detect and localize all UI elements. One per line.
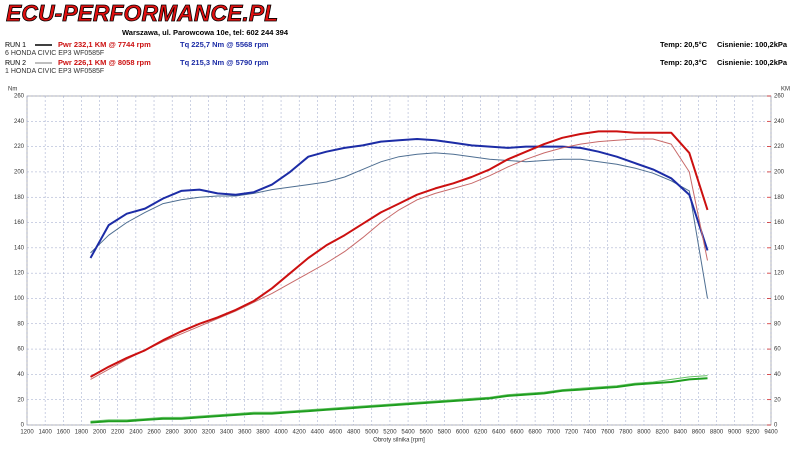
x-tick-label: 1400 bbox=[38, 430, 52, 436]
curve bbox=[90, 138, 708, 380]
x-tick-label: 7800 bbox=[619, 430, 633, 436]
run-temp: Temp: 20,5°C bbox=[660, 40, 708, 49]
run-pressure: Cisnienie: 100,2kPa bbox=[717, 40, 788, 49]
y-tick-label: 40 bbox=[17, 372, 24, 378]
y2-tick-label: 60 bbox=[774, 347, 781, 353]
y-tick-label: 240 bbox=[14, 119, 25, 125]
y-tick-label: 200 bbox=[14, 170, 25, 176]
x-tick-label: 9000 bbox=[728, 430, 742, 436]
x-tick-label: 1200 bbox=[20, 430, 34, 436]
curve bbox=[89, 138, 709, 259]
y2-tick-label: 80 bbox=[774, 321, 781, 327]
y2-tick-label: 0 bbox=[774, 423, 778, 429]
x-tick-label: 5600 bbox=[420, 430, 434, 436]
x-tick-label: 7400 bbox=[583, 430, 597, 436]
x-tick-label: 4200 bbox=[293, 430, 307, 436]
y2-tick-label: 120 bbox=[774, 271, 785, 277]
run-label: RUN 2 bbox=[5, 60, 26, 67]
x-tick-label: 6000 bbox=[456, 430, 470, 436]
x-tick-label: 2200 bbox=[111, 430, 125, 436]
run-temp: Temp: 20,3°C bbox=[660, 58, 708, 67]
run-vehicle: 1 HONDA CIVIC EP3 WF0585F bbox=[5, 68, 104, 75]
curve bbox=[90, 375, 708, 422]
y2-axis-unit: KM bbox=[781, 87, 790, 93]
y-tick-label: 260 bbox=[14, 94, 25, 100]
x-tick-label: 2000 bbox=[93, 430, 107, 436]
x-tick-label: 7200 bbox=[565, 430, 579, 436]
y-tick-label: 100 bbox=[14, 296, 25, 302]
x-tick-label: 9200 bbox=[746, 430, 760, 436]
y-tick-label: 160 bbox=[14, 220, 25, 226]
y-tick-label: 140 bbox=[14, 245, 25, 251]
y2-tick-label: 240 bbox=[774, 119, 785, 125]
x-tick-label: 3000 bbox=[184, 430, 198, 436]
x-tick-label: 8800 bbox=[710, 430, 724, 436]
x-tick-label: 4600 bbox=[329, 430, 343, 436]
run-label: RUN 1 bbox=[5, 42, 26, 49]
y-tick-label: 80 bbox=[17, 321, 24, 327]
x-tick-label: 2400 bbox=[129, 430, 143, 436]
x-tick-label: 3800 bbox=[256, 430, 270, 436]
x-tick-label: 8200 bbox=[655, 430, 669, 436]
plot-frame bbox=[26, 95, 772, 426]
y-tick-label: 120 bbox=[14, 271, 25, 277]
x-tick-label: 5400 bbox=[401, 430, 415, 436]
x-tick-label: 4000 bbox=[274, 430, 288, 436]
y2-tick-label: 140 bbox=[774, 245, 785, 251]
run-pressure: Cisnienie: 100,2kPa bbox=[717, 58, 788, 67]
x-tick-label: 5200 bbox=[383, 430, 397, 436]
x-tick-label: 6400 bbox=[492, 430, 506, 436]
y-tick-label: 60 bbox=[17, 347, 24, 353]
x-tick-label: 9400 bbox=[764, 430, 778, 436]
x-tick-label: 7000 bbox=[547, 430, 561, 436]
y-tick-label: 0 bbox=[21, 423, 25, 429]
x-tick-label: 6600 bbox=[510, 430, 524, 436]
x-tick-label: 2800 bbox=[165, 430, 179, 436]
y-axis-unit: Nm bbox=[8, 87, 17, 93]
x-tick-label: 8600 bbox=[692, 430, 706, 436]
x-tick-label: 6800 bbox=[528, 430, 542, 436]
address: Warszawa, ul. Parowcowa 10e, tel: 602 24… bbox=[122, 28, 289, 37]
run-vehicle: 6 HONDA CIVIC EP3 WF0585F bbox=[5, 50, 104, 57]
y-tick-label: 220 bbox=[14, 144, 25, 150]
curve bbox=[90, 152, 708, 299]
curve bbox=[90, 377, 708, 424]
x-tick-label: 3200 bbox=[202, 430, 216, 436]
x-tick-label: 8400 bbox=[674, 430, 688, 436]
run-torque: Tq 215,3 Nm @ 5790 rpm bbox=[180, 58, 269, 67]
run-power: Pwr 226,1 KM @ 8058 rpm bbox=[58, 58, 151, 67]
y2-tick-label: 260 bbox=[774, 94, 785, 100]
y-tick-label: 20 bbox=[17, 397, 24, 403]
run-torque: Tq 225,7 Nm @ 5568 rpm bbox=[180, 40, 269, 49]
x-tick-label: 4400 bbox=[311, 430, 325, 436]
y2-tick-label: 200 bbox=[774, 170, 785, 176]
x-tick-label: 8000 bbox=[637, 430, 651, 436]
x-tick-label: 2600 bbox=[147, 430, 161, 436]
run-power: Pwr 232,1 KM @ 7744 rpm bbox=[58, 40, 151, 49]
y2-tick-label: 180 bbox=[774, 195, 785, 201]
x-tick-label: 5800 bbox=[438, 430, 452, 436]
x-axis-label: Obroty silnika [rpm] bbox=[373, 438, 425, 444]
x-tick-label: 5000 bbox=[365, 430, 379, 436]
x-tick-label: 1600 bbox=[57, 430, 71, 436]
x-tick-label: 7600 bbox=[601, 430, 615, 436]
x-tick-label: 3400 bbox=[220, 430, 234, 436]
y-tick-label: 180 bbox=[14, 195, 25, 201]
x-tick-label: 1800 bbox=[75, 430, 89, 436]
x-tick-label: 6200 bbox=[474, 430, 488, 436]
y2-tick-label: 220 bbox=[774, 144, 785, 150]
y2-tick-label: 40 bbox=[774, 372, 781, 378]
y2-tick-label: 20 bbox=[774, 397, 781, 403]
y2-tick-label: 160 bbox=[774, 220, 785, 226]
y2-tick-label: 100 bbox=[774, 296, 785, 302]
curve bbox=[90, 130, 709, 378]
x-tick-label: 4800 bbox=[347, 430, 361, 436]
x-tick-label: 3600 bbox=[238, 430, 252, 436]
logo: ECU-PERFORMANCE.PL bbox=[6, 0, 278, 26]
